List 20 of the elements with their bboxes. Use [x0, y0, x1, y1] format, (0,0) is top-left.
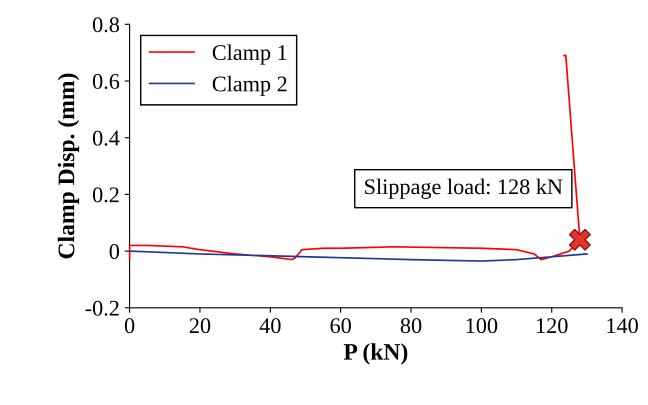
- x-tick-label: 0: [124, 318, 134, 334]
- x-tick-label: 20: [190, 318, 210, 334]
- y-tick-label: 0.2: [92, 187, 119, 202]
- x-tick-label: 80: [400, 318, 422, 334]
- line-series: [128, 250, 588, 262]
- x-tick-label: 40: [260, 318, 281, 334]
- annotation: Slippage load: 128 kN: [365, 178, 562, 199]
- x-tick-label: 60: [330, 318, 351, 334]
- y-tick-label: 0: [110, 244, 120, 260]
- y-tick-label: 0.8: [92, 17, 120, 32]
- x-axis-title: P (kN): [344, 343, 408, 365]
- y-tick-label: 0.4: [92, 130, 120, 146]
- legend-label: Clamp 1: [212, 44, 286, 65]
- x-tick-label: 120: [537, 318, 568, 334]
- legend-label: Clamp 2: [212, 76, 287, 96]
- y-axis-title: Clamp Disp. (mm): [58, 74, 80, 258]
- x-tick-label: 140: [607, 318, 638, 334]
- x-tick-label: 100: [466, 318, 498, 334]
- y-tick-label: -0.2: [86, 300, 119, 316]
- y-tick-label: 0.6: [92, 74, 120, 90]
